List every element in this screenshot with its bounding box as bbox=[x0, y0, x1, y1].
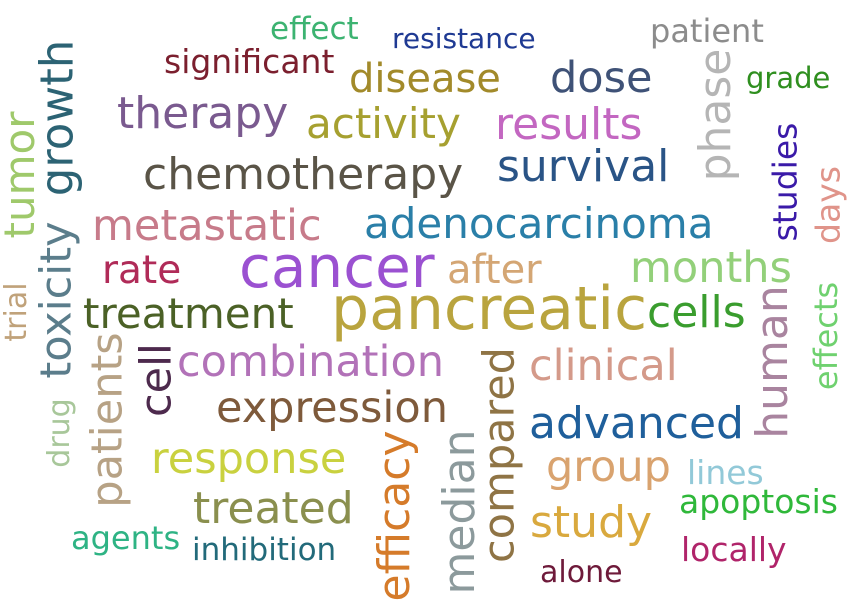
word-cells: cells bbox=[647, 287, 746, 338]
word-rate: rate bbox=[102, 248, 182, 293]
word-lines: lines bbox=[687, 453, 764, 492]
word-patients: patients bbox=[82, 332, 133, 508]
word-resistance: resistance bbox=[392, 22, 536, 55]
word-study: study bbox=[530, 497, 653, 548]
word-metastatic: metastatic bbox=[92, 201, 322, 251]
word-response: response bbox=[151, 434, 347, 484]
word-dose: dose bbox=[550, 53, 653, 103]
word-efficacy: efficacy bbox=[369, 430, 420, 600]
word-cancer: cancer bbox=[239, 233, 435, 301]
word-apoptosis: apoptosis bbox=[679, 482, 838, 521]
word-survival: survival bbox=[497, 141, 670, 192]
word-toxicity: toxicity bbox=[31, 221, 82, 379]
word-human: human bbox=[747, 285, 798, 439]
word-advanced: advanced bbox=[529, 398, 744, 449]
word-inhibition: inhibition bbox=[192, 532, 337, 568]
word-adenocarcinoma: adenocarcinoma bbox=[364, 199, 714, 248]
word-drug: drug bbox=[42, 398, 77, 468]
word-effects: effects bbox=[807, 281, 845, 391]
word-after: after bbox=[447, 247, 542, 293]
word-cell: cell bbox=[131, 343, 182, 417]
word-combination: combination bbox=[177, 337, 445, 387]
word-results: results bbox=[495, 99, 643, 150]
word-activity: activity bbox=[306, 99, 461, 148]
word-agents: agents bbox=[71, 519, 181, 557]
word-clinical: clinical bbox=[529, 341, 678, 391]
word-compared: compared bbox=[474, 347, 525, 563]
word-patient: patient bbox=[650, 12, 764, 50]
word-studies: studies bbox=[765, 122, 805, 242]
word-significant: significant bbox=[164, 42, 335, 81]
word-locally: locally bbox=[681, 530, 787, 569]
word-trial: trial bbox=[0, 282, 34, 342]
word-chemotherapy: chemotherapy bbox=[143, 149, 464, 200]
word-effect: effect bbox=[270, 11, 359, 47]
word-group: group bbox=[546, 442, 671, 492]
word-growth: growth bbox=[30, 39, 84, 197]
word-alone: alone bbox=[540, 555, 623, 590]
word-pancreatic: pancreatic bbox=[331, 274, 648, 344]
word-therapy: therapy bbox=[117, 88, 289, 139]
word-days: days bbox=[808, 166, 848, 244]
word-months: months bbox=[630, 243, 792, 293]
word-phase: phase bbox=[690, 48, 741, 182]
word-disease: disease bbox=[349, 56, 501, 102]
word-treatment: treatment bbox=[83, 289, 294, 338]
word-expression: expression bbox=[216, 383, 448, 433]
word-grade: grade bbox=[746, 61, 831, 95]
word-treated: treated bbox=[193, 483, 354, 534]
